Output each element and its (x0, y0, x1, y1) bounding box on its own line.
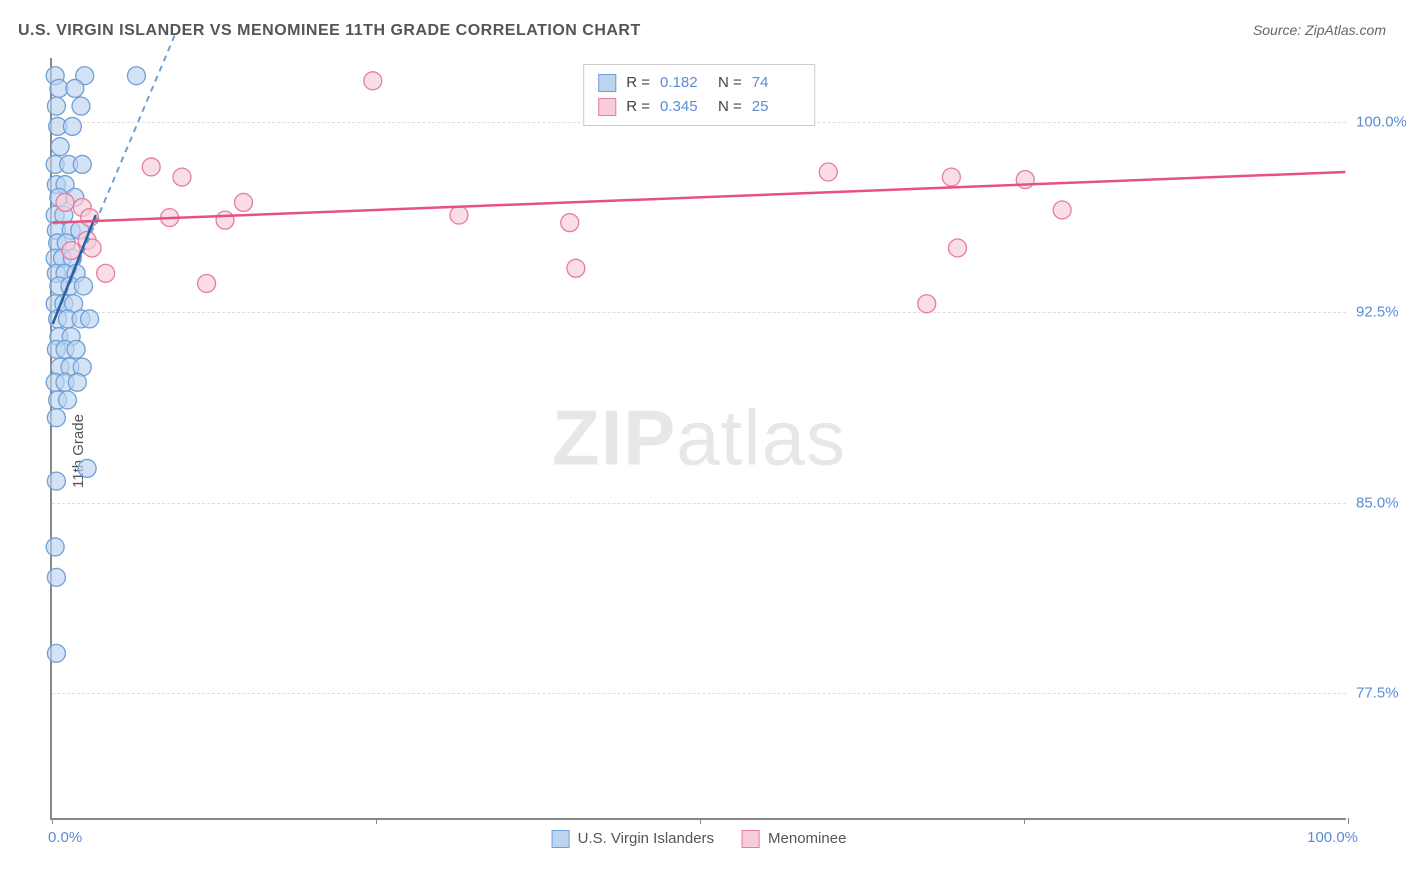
legend-r-label: R = (626, 95, 650, 119)
data-point (364, 72, 382, 90)
chart-container: U.S. VIRGIN ISLANDER VS MENOMINEE 11TH G… (0, 0, 1406, 892)
data-point (47, 644, 65, 662)
data-point (47, 97, 65, 115)
data-point (72, 97, 90, 115)
y-tick-label: 100.0% (1356, 113, 1406, 130)
legend-item: U.S. Virgin Islanders (552, 830, 714, 848)
y-tick-label: 92.5% (1356, 304, 1406, 321)
x-tick (1024, 818, 1025, 824)
legend-r-label: R = (626, 71, 650, 95)
data-point (949, 239, 967, 257)
x-axis-min-label: 0.0% (48, 829, 82, 846)
data-point (50, 79, 68, 97)
x-tick (1348, 818, 1349, 824)
data-point (81, 310, 99, 328)
data-point (75, 277, 93, 295)
data-point (56, 193, 74, 211)
chart-title: U.S. VIRGIN ISLANDER VS MENOMINEE 11TH G… (18, 22, 641, 40)
data-point (67, 340, 85, 358)
legend-swatch (552, 830, 570, 848)
x-axis-max-label: 100.0% (1307, 829, 1358, 846)
legend-swatch (598, 98, 616, 116)
legend-row: R = 0.345 N = 25 (598, 95, 800, 119)
data-point (78, 459, 96, 477)
legend-n-value: 74 (752, 71, 800, 95)
data-point (63, 117, 81, 135)
data-point (216, 211, 234, 229)
x-tick (700, 818, 701, 824)
y-tick-label: 85.0% (1356, 494, 1406, 511)
data-point (173, 168, 191, 186)
data-point (58, 391, 76, 409)
legend-n-label: N = (718, 95, 742, 119)
data-point (62, 242, 80, 260)
legend-label: U.S. Virgin Islanders (578, 830, 714, 847)
data-point (1053, 201, 1071, 219)
series-legend: U.S. Virgin Islanders Menominee (552, 830, 847, 848)
data-point (942, 168, 960, 186)
legend-swatch (742, 830, 760, 848)
correlation-legend: R = 0.182 N = 74 R = 0.345 N = 25 (583, 64, 815, 126)
data-point (47, 568, 65, 586)
plot-area: 11th Grade 77.5%85.0%92.5%100.0% ZIPatla… (50, 58, 1346, 820)
legend-item: Menominee (742, 830, 846, 848)
legend-n-label: N = (718, 71, 742, 95)
legend-row: R = 0.182 N = 74 (598, 71, 800, 95)
data-point (47, 472, 65, 490)
legend-swatch (598, 74, 616, 92)
data-point (66, 79, 84, 97)
legend-label: Menominee (768, 830, 846, 847)
data-point (46, 538, 64, 556)
data-point (567, 259, 585, 277)
data-point (198, 274, 216, 292)
legend-r-value: 0.182 (660, 71, 708, 95)
data-point (142, 158, 160, 176)
data-point (73, 155, 91, 173)
legend-n-value: 25 (752, 95, 800, 119)
data-point (68, 373, 86, 391)
data-point (97, 264, 115, 282)
x-tick (376, 818, 377, 824)
data-point (450, 206, 468, 224)
x-tick (52, 818, 53, 824)
legend-r-value: 0.345 (660, 95, 708, 119)
data-point (819, 163, 837, 181)
data-point (47, 409, 65, 427)
data-point (51, 138, 69, 156)
data-point (235, 193, 253, 211)
data-point (561, 214, 579, 232)
data-point (918, 295, 936, 313)
y-tick-label: 77.5% (1356, 685, 1406, 702)
scatter-svg (52, 58, 1346, 818)
data-point (127, 67, 145, 85)
source-attribution: Source: ZipAtlas.com (1253, 22, 1386, 38)
